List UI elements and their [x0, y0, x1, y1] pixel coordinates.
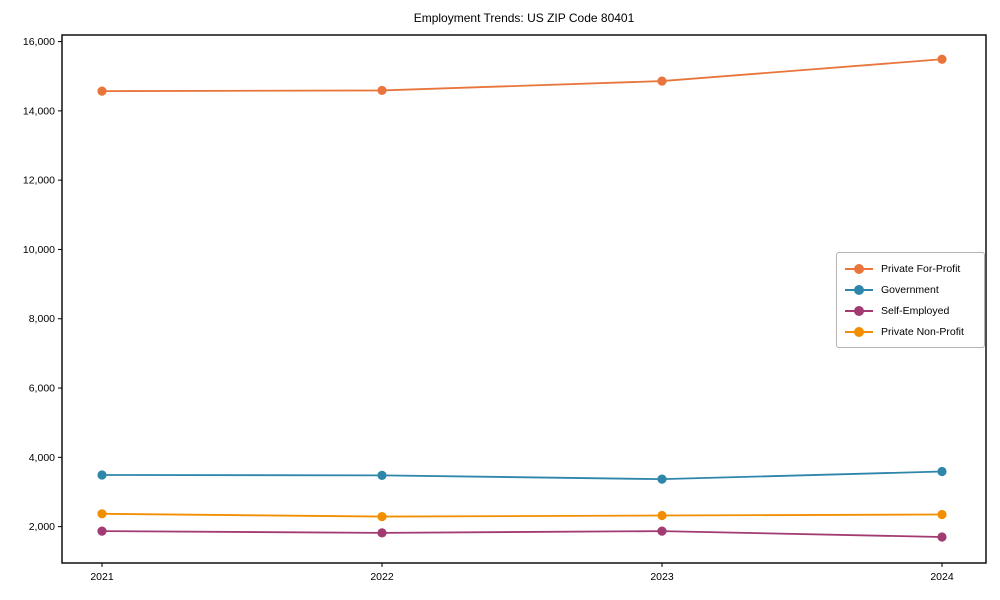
- data-point: [377, 511, 387, 522]
- data-point: [97, 470, 107, 480]
- y-tick-label: 16,000: [23, 36, 55, 48]
- data-point: [97, 86, 107, 96]
- data-point: [657, 76, 667, 86]
- y-tick-label: 4,000: [29, 452, 55, 464]
- y-tick-label: 2,000: [29, 521, 55, 533]
- data-point: [657, 474, 667, 484]
- legend-label: Government: [881, 283, 939, 296]
- data-point: [657, 526, 667, 536]
- series-line-private-for-profit: [101, 58, 943, 93]
- legend-item: Private For-Profit: [845, 258, 976, 279]
- legend-item: Government: [845, 279, 976, 300]
- x-tick-label: 2023: [650, 571, 674, 583]
- chart-title: Employment Trends: US ZIP Code 80401: [414, 11, 635, 25]
- legend-item: Self-Employed: [845, 300, 976, 321]
- x-tick-label: 2021: [90, 571, 114, 583]
- legend-line-dot-icon: [845, 263, 873, 274]
- x-tick-label: 2022: [370, 571, 394, 583]
- data-point: [937, 466, 947, 477]
- y-tick-label: 14,000: [23, 105, 55, 117]
- series-line-self-employed: [101, 530, 943, 538]
- data-point: [657, 510, 667, 521]
- data-point: [377, 528, 387, 538]
- y-tick-label: 6,000: [29, 383, 55, 395]
- legend-label: Private For-Profit: [881, 262, 961, 275]
- legend-line-dot-icon: [845, 305, 873, 316]
- data-point: [937, 54, 947, 64]
- legend: Private For-Profit Government Self-Employe…: [836, 252, 985, 348]
- data-point: [937, 532, 947, 542]
- series-line-government: [101, 470, 943, 481]
- x-tick-label: 2024: [930, 571, 954, 583]
- data-point: [377, 85, 387, 96]
- legend-line-dot-icon: [845, 284, 873, 295]
- legend-item: Private Non-Profit: [845, 321, 976, 342]
- y-tick-label: 10,000: [23, 244, 55, 256]
- y-tick-label: 8,000: [29, 313, 55, 325]
- legend-label: Self-Employed: [881, 304, 950, 317]
- data-point: [97, 526, 107, 536]
- series-line-private-non-profit: [101, 512, 943, 518]
- data-point: [937, 509, 947, 520]
- data-point: [97, 509, 107, 519]
- plot-frame: [61, 34, 987, 564]
- legend-line-dot-icon: [845, 326, 873, 337]
- data-point: [377, 470, 387, 480]
- y-tick-label: 12,000: [23, 175, 55, 187]
- legend-label: Private Non-Profit: [881, 325, 964, 338]
